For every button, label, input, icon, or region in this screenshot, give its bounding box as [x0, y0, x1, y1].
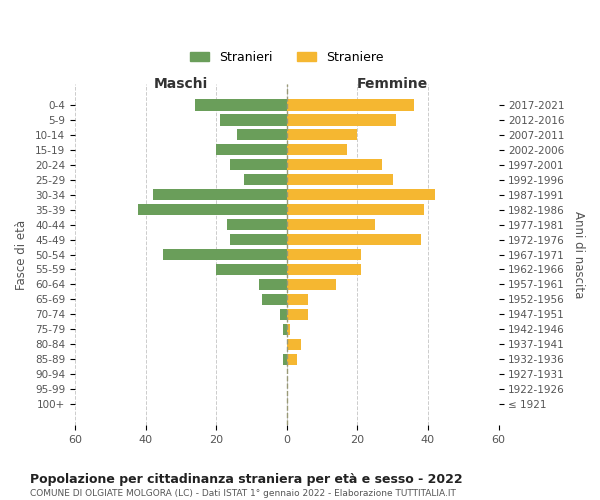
Text: Femmine: Femmine: [357, 78, 428, 92]
Bar: [216, 264, 287, 275]
Bar: [283, 354, 287, 365]
Bar: [287, 159, 382, 170]
Bar: [227, 219, 287, 230]
Bar: [163, 249, 287, 260]
Bar: [287, 144, 347, 156]
Bar: [287, 294, 308, 305]
Bar: [287, 114, 396, 126]
Bar: [287, 100, 414, 110]
Legend: Stranieri, Straniere: Stranieri, Straniere: [185, 46, 389, 68]
Bar: [230, 159, 287, 170]
Bar: [287, 174, 392, 186]
Y-axis label: Fasce di età: Fasce di età: [15, 220, 28, 290]
Bar: [287, 338, 301, 350]
Bar: [287, 234, 421, 245]
Bar: [287, 264, 361, 275]
Text: COMUNE DI OLGIATE MOLGORA (LC) - Dati ISTAT 1° gennaio 2022 - Elaborazione TUTTI: COMUNE DI OLGIATE MOLGORA (LC) - Dati IS…: [30, 489, 456, 498]
Text: Popolazione per cittadinanza straniera per età e sesso - 2022: Popolazione per cittadinanza straniera p…: [30, 472, 463, 486]
Bar: [287, 204, 424, 216]
Bar: [287, 279, 336, 290]
Bar: [244, 174, 287, 186]
Bar: [287, 219, 375, 230]
Text: Maschi: Maschi: [154, 78, 208, 92]
Bar: [238, 129, 287, 140]
Bar: [230, 234, 287, 245]
Bar: [287, 189, 435, 200]
Bar: [287, 129, 358, 140]
Bar: [287, 324, 290, 335]
Bar: [259, 279, 287, 290]
Bar: [262, 294, 287, 305]
Bar: [280, 309, 287, 320]
Bar: [216, 144, 287, 156]
Bar: [195, 100, 287, 110]
Bar: [287, 354, 298, 365]
Bar: [287, 249, 361, 260]
Bar: [139, 204, 287, 216]
Bar: [152, 189, 287, 200]
Bar: [287, 309, 308, 320]
Bar: [220, 114, 287, 126]
Y-axis label: Anni di nascita: Anni di nascita: [572, 211, 585, 298]
Bar: [283, 324, 287, 335]
